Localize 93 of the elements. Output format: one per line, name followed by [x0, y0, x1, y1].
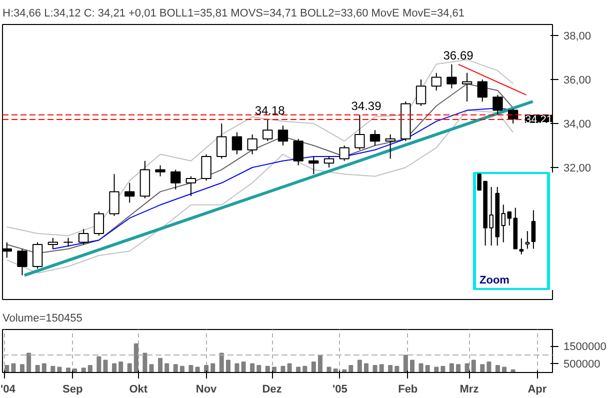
bar [180, 366, 184, 372]
bar [388, 364, 393, 372]
candlestick [531, 210, 536, 250]
bar [50, 366, 56, 372]
bar [357, 360, 362, 372]
x-tick-label: Feb [398, 384, 418, 396]
bar [204, 364, 209, 372]
bar [234, 363, 240, 372]
bar [449, 363, 454, 372]
bar [88, 364, 92, 372]
y-tick-label: 36,00 [564, 74, 592, 86]
bar [302, 366, 308, 372]
bar [502, 366, 507, 372]
bar [486, 361, 492, 372]
x-tick-label: '05 [332, 384, 348, 396]
bar [127, 363, 132, 372]
bar [464, 363, 470, 372]
bar [272, 366, 276, 372]
bar [311, 361, 316, 372]
bar [471, 360, 476, 372]
bar [410, 360, 415, 372]
bar [173, 364, 178, 372]
bar [372, 364, 378, 372]
bar [210, 363, 216, 372]
chart-title: Volume=150455 [2, 312, 82, 324]
x-tick-label: Nov [196, 384, 218, 396]
bar [66, 368, 70, 372]
bar [256, 364, 262, 372]
bar [81, 368, 86, 372]
bar [456, 364, 461, 372]
bar [418, 363, 424, 372]
bar [241, 361, 246, 372]
annotation: Zoom [480, 274, 510, 286]
bar [440, 366, 446, 372]
bar [425, 364, 430, 372]
bar [96, 356, 102, 372]
bar [35, 364, 40, 372]
bar [158, 358, 163, 372]
bar [250, 363, 255, 372]
annotation: 34,21 [524, 114, 553, 126]
y-tick-label: 500000 [564, 358, 600, 371]
candlestick [513, 207, 518, 250]
bar [4, 364, 10, 372]
bar [318, 354, 322, 372]
bar [188, 364, 194, 372]
annotation: 34.18 [254, 104, 286, 118]
x-tick-label: Sep [62, 384, 83, 396]
bar [20, 364, 24, 372]
y-tick-label: 34,00 [564, 118, 592, 130]
annotation: 34.39 [351, 98, 382, 113]
bar [118, 361, 124, 372]
bar [112, 363, 117, 372]
bar [134, 343, 138, 372]
bar [394, 366, 400, 372]
x-tick-label: Okt [129, 384, 148, 396]
bar [195, 366, 200, 372]
y-tick-label: 1500000 [564, 341, 606, 354]
bar [26, 352, 32, 372]
bar [403, 354, 408, 372]
bar [149, 364, 154, 372]
bar [379, 364, 384, 372]
candlestick [124, 182, 135, 204]
bar [326, 366, 332, 372]
candlestick [462, 72, 472, 102]
candlestick [525, 230, 530, 250]
y-tick-label: 38,00 [564, 30, 592, 42]
annotation: 36.69 [443, 48, 474, 62]
y-tick-label: 32,00 [564, 162, 592, 174]
bar [434, 366, 439, 372]
bar [495, 364, 500, 372]
bar [164, 363, 170, 372]
chart-title: H:34,66 L:34,12 C: 34,21 +0,01 BOLL1=35,81 MOVS=34,71 BOLL2=33,60 MovE MovE=34,61 [2, 8, 465, 20]
candlestick [519, 238, 524, 255]
bar [219, 352, 224, 372]
bar [333, 368, 338, 372]
bar [142, 352, 148, 372]
bar [57, 366, 62, 372]
x-tick-label: Apr [528, 384, 548, 396]
line-series [6, 59, 514, 236]
bar [42, 363, 46, 372]
bar [364, 363, 368, 372]
bar [103, 360, 108, 372]
bar [348, 364, 354, 372]
bar [480, 364, 485, 372]
bar [287, 363, 292, 372]
x-tick-label: Dez [262, 384, 282, 396]
bar [11, 363, 16, 372]
x-tick-label: '04 [0, 384, 16, 396]
bar [280, 366, 286, 372]
bar [296, 366, 301, 372]
bar [226, 360, 230, 372]
x-tick-label: Mrz [460, 384, 480, 396]
bar [265, 366, 270, 372]
